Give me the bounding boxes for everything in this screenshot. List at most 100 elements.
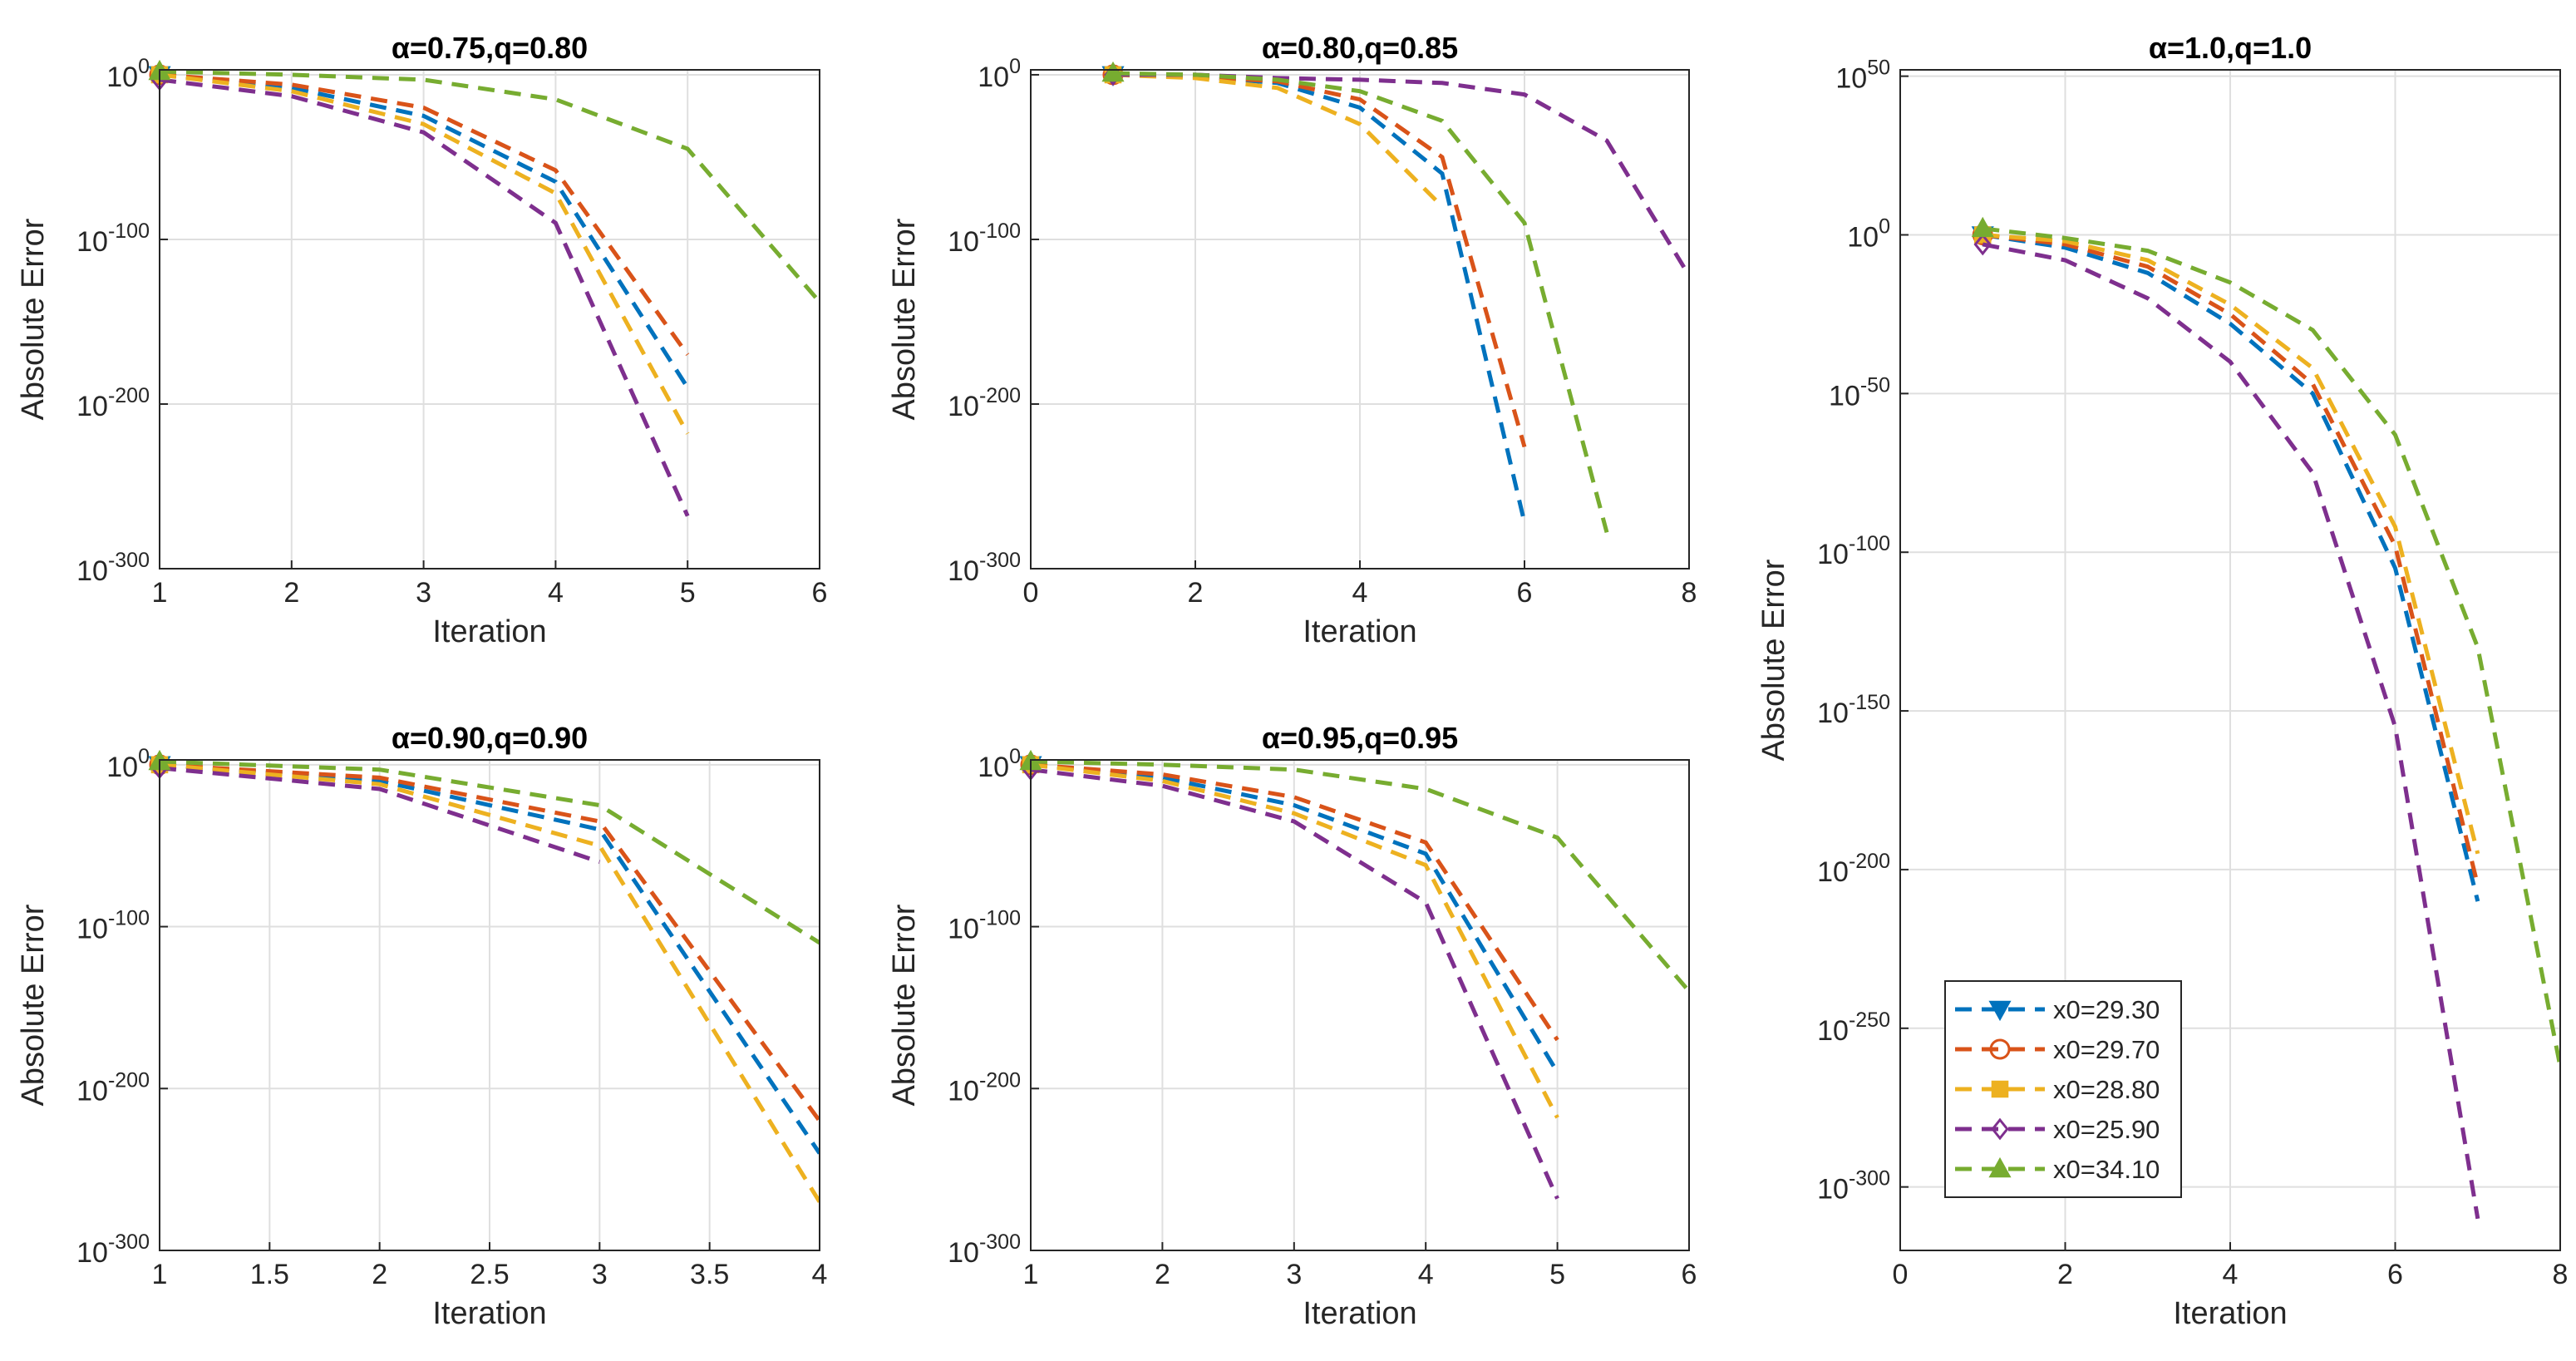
x-tick-label: 4 [1352, 577, 1368, 609]
tick-base: 10 [1817, 698, 1849, 729]
y-axis-label: Absolute Error [1756, 559, 1791, 761]
chart-title: α=0.75,q=0.80 [392, 31, 588, 65]
tick-exponent: -100 [979, 219, 1021, 243]
tick-base: 10 [948, 555, 979, 587]
tick-base: 10 [106, 62, 138, 93]
plot-area [1031, 760, 1689, 1250]
chart-title: α=1.0,q=1.0 [2149, 31, 2312, 65]
y-tick-label: 100 [106, 745, 150, 783]
tick-base: 10 [978, 752, 1009, 783]
x-tick-label: 2 [372, 1259, 387, 1290]
x-tick-label: 2 [283, 577, 299, 609]
y-tick-label: 100 [106, 55, 150, 93]
series-line [1031, 760, 1689, 994]
chart-title: α=0.80,q=0.85 [1262, 31, 1458, 65]
y-tick-label: 10-300 [76, 549, 150, 587]
x-tick-label: 4 [1418, 1259, 1434, 1290]
chart-title: α=0.90,q=0.90 [392, 721, 588, 755]
x-tick-label: 3 [592, 1259, 608, 1290]
series-line [1982, 242, 2480, 1220]
marker [1973, 233, 1992, 256]
series-line [160, 72, 690, 389]
subplot: 1 2 3 4 5 610010-10010-20010-300α=0.95,q=0.95… [887, 721, 1697, 1331]
y-tick-label: 10-100 [76, 219, 150, 258]
x-tick-label: 2.5 [470, 1259, 509, 1290]
subplot: 0 2 4 6 8105010010-5010-10010-15010-20010-25… [1756, 31, 2568, 1331]
tick-exponent: 0 [1009, 745, 1021, 768]
series-line [160, 766, 601, 865]
x-tick-label: 5 [680, 577, 696, 609]
series-line [1982, 233, 2480, 902]
y-tick-label: 100 [978, 55, 1021, 93]
tick-base: 10 [76, 914, 108, 945]
tick-exponent: -250 [1849, 1008, 1890, 1032]
tick-base: 10 [948, 226, 979, 258]
x-axis-label: Iteration [2173, 1296, 2287, 1331]
x-axis-label: Iteration [1303, 614, 1416, 649]
axes-box [1030, 69, 1690, 570]
y-tick-label: 10-300 [1817, 1167, 1890, 1206]
axes-box [1899, 69, 2561, 1251]
tick-exponent: 0 [1879, 215, 1890, 238]
y-tick-label: 10-150 [1817, 691, 1890, 729]
tick-exponent: -300 [108, 1230, 150, 1254]
tick-base: 10 [948, 1075, 979, 1107]
y-tick-label: 10-100 [948, 907, 1021, 945]
series-line [1031, 762, 1559, 1119]
series-line [160, 762, 820, 1122]
tick-base: 10 [106, 752, 138, 783]
series-line [1982, 233, 2480, 855]
tick-base: 10 [1817, 1015, 1849, 1047]
legend-marker [1991, 1117, 2009, 1141]
series-line [1982, 226, 2560, 1068]
x-tick-label: 1.5 [250, 1259, 289, 1290]
x-tick-label: 4 [548, 577, 564, 609]
y-tick-label: 10-250 [1817, 1008, 1890, 1047]
x-tick-label: 4 [2223, 1259, 2239, 1290]
legend-label: x0=29.70 [2053, 1035, 2160, 1064]
y-tick-label: 10-200 [76, 1068, 150, 1107]
tick-base: 10 [1829, 380, 1860, 412]
x-tick-label: 1 [152, 1259, 168, 1290]
series-line [160, 72, 690, 357]
tick-base: 10 [76, 391, 108, 422]
tick-exponent: -300 [1849, 1167, 1890, 1191]
subplot: 0 2 4 6 810010-10010-20010-300α=0.80,q=0.85I… [887, 31, 1697, 649]
tick-exponent: 0 [1009, 55, 1021, 78]
series-line [1982, 233, 2480, 886]
x-tick-label: 6 [1682, 1259, 1697, 1290]
x-tick-label: 4 [812, 1259, 828, 1290]
x-tick-label: 5 [1549, 1259, 1565, 1290]
y-tick-label: 100 [1847, 215, 1890, 253]
x-tick-label: 2 [1188, 577, 1204, 609]
legend-label: x0=29.30 [2053, 995, 2160, 1024]
tick-base: 10 [948, 1237, 979, 1269]
x-tick-label: 3.5 [690, 1259, 729, 1290]
y-tick-label: 10-200 [948, 1068, 1021, 1107]
legend-marker [1991, 1080, 2009, 1098]
tick-exponent: -200 [108, 1068, 150, 1092]
legend-label: x0=25.90 [2053, 1115, 2160, 1144]
legend-label: x0=28.80 [2053, 1075, 2160, 1104]
x-tick-label: 0 [1893, 1259, 1909, 1290]
series-line [1112, 71, 1609, 534]
series-line [160, 760, 820, 945]
y-tick-label: 10-200 [76, 384, 150, 422]
x-tick-label: 2 [2057, 1259, 2073, 1290]
tick-base: 10 [1817, 539, 1849, 570]
tick-base: 10 [948, 914, 979, 945]
tick-exponent: -200 [979, 1068, 1021, 1092]
series-line [1112, 72, 1444, 209]
series-line [1031, 767, 1559, 1200]
series-line [1031, 762, 1559, 1042]
x-axis-label: Iteration [1303, 1296, 1416, 1331]
tick-exponent: -300 [979, 549, 1021, 572]
legend-marker [1989, 1038, 2011, 1060]
tick-base: 10 [76, 555, 108, 587]
y-axis-label: Absolute Error [887, 904, 922, 1106]
x-tick-label: 3 [1286, 1259, 1302, 1290]
tick-base: 10 [1817, 856, 1849, 888]
x-tick-label: 3 [416, 577, 431, 609]
y-tick-label: 10-50 [1829, 373, 1890, 412]
